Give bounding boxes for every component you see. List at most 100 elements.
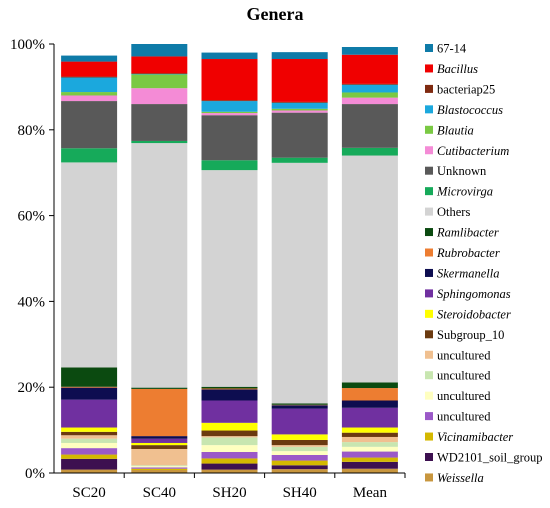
bar-segment	[131, 468, 188, 470]
bar-segment	[201, 400, 258, 423]
legend-label: Cutibacterium	[437, 144, 509, 158]
bar-segment	[131, 467, 188, 469]
bar-segment	[131, 387, 188, 389]
legend-swatch	[425, 412, 433, 421]
x-tick-label: SH40	[283, 485, 317, 501]
legend-item: Bacillus	[425, 62, 478, 76]
bar-segment	[131, 140, 188, 144]
bar-segment	[201, 451, 258, 459]
legend-label: Sphingomonas	[437, 287, 511, 301]
y-tick-label: 100%	[10, 37, 45, 53]
bar-segment	[131, 388, 188, 437]
bar-segment	[201, 430, 258, 437]
bar-segment	[341, 400, 398, 408]
bar-segment	[201, 389, 258, 401]
legend-item: Subgroup_10	[425, 328, 504, 342]
x-tick-label: SC20	[72, 485, 105, 501]
bar-segment	[201, 388, 258, 390]
bar-segment	[341, 451, 398, 458]
legend-item: Microvirga	[425, 185, 493, 199]
bar-segment	[61, 387, 118, 400]
legend-label: WD2101_soil_group	[437, 451, 543, 465]
y-tick-label: 80%	[18, 123, 46, 139]
bar-segment	[61, 442, 118, 449]
bar-segment	[271, 454, 328, 461]
legend-label: Ramlibacter	[436, 226, 499, 240]
bar-segment	[61, 55, 118, 62]
legend: 67-14 Bacillus bacteriap25 Blastococcus Blau…	[425, 42, 543, 485]
bar-segment	[271, 162, 328, 404]
bar-segment	[271, 439, 328, 446]
legend-label: Weissella	[437, 471, 484, 485]
legend-item: uncultured	[425, 369, 491, 383]
legend-swatch	[425, 248, 433, 257]
bar-segment	[61, 95, 118, 102]
bar-segment	[131, 465, 188, 467]
bar-segment	[201, 115, 258, 161]
legend-item: uncultured	[425, 348, 491, 362]
legend-item: Blastococcus	[425, 103, 503, 117]
legend-swatch	[425, 268, 433, 277]
legend-label: bacteriap25	[437, 82, 495, 96]
bar-segment	[341, 84, 398, 93]
bar-segment	[61, 148, 118, 163]
bar-segment	[61, 438, 118, 443]
bar-segment	[201, 170, 258, 387]
bar-segment	[341, 97, 398, 105]
bar-segment	[341, 436, 398, 443]
bar-segment	[271, 110, 328, 113]
bar-segment	[341, 446, 398, 452]
bar-segment	[61, 427, 118, 432]
legend-swatch	[425, 187, 433, 196]
legend-label: uncultured	[437, 410, 491, 424]
legend-swatch	[425, 105, 433, 114]
legend-item: Blautia	[425, 123, 474, 137]
bar-segment	[61, 76, 118, 78]
bar-segment	[131, 442, 188, 446]
axes-group: 0% 20% 40% 60% 80% 100%	[10, 37, 406, 482]
legend-item: 67-14	[425, 42, 467, 56]
bar-segment	[201, 160, 258, 171]
legend-item: Ramlibacter	[425, 226, 499, 240]
bar-segment	[341, 47, 398, 55]
legend-item: Rubrobacter	[425, 246, 500, 260]
bar-segment	[131, 466, 188, 468]
bar-segment	[341, 461, 398, 469]
legend-label: Vicinamibacter	[437, 430, 513, 444]
bar-segment	[341, 407, 398, 428]
bar-segment	[61, 469, 118, 473]
legend-label: uncultured	[437, 369, 491, 383]
bar-segment	[61, 61, 118, 77]
bar-segment	[201, 111, 258, 114]
bar-segment	[271, 434, 328, 440]
y-tick-label: 0%	[25, 466, 45, 482]
bar-segment	[271, 59, 328, 102]
bar-segment	[201, 101, 258, 112]
bar-segment	[271, 451, 328, 455]
x-tick-label: SC40	[143, 485, 176, 501]
legend-swatch	[425, 44, 433, 52]
bar-segment	[61, 101, 118, 149]
y-tick-label: 60%	[18, 209, 46, 225]
bar-segment	[61, 454, 118, 459]
bar-segment	[201, 52, 258, 60]
legend-label: uncultured	[437, 389, 491, 403]
bar-segment	[201, 463, 258, 470]
legend-swatch	[425, 473, 433, 482]
legend-swatch	[425, 166, 433, 175]
legend-swatch	[425, 453, 433, 461]
legend-label: Subgroup_10	[437, 328, 504, 342]
bar-segment	[61, 458, 118, 470]
bar-segment	[341, 147, 398, 156]
bar-segment	[131, 44, 188, 57]
bar-segment	[341, 83, 398, 85]
bar-segment	[61, 448, 118, 455]
bar-segment	[341, 54, 398, 84]
bar-segment	[61, 431, 118, 436]
bar-segment	[271, 469, 328, 473]
bar-segment	[201, 422, 258, 431]
legend-label: Microvirga	[436, 185, 493, 199]
bar-segment	[131, 470, 188, 473]
legend-item: WD2101_soil_group	[425, 451, 543, 465]
